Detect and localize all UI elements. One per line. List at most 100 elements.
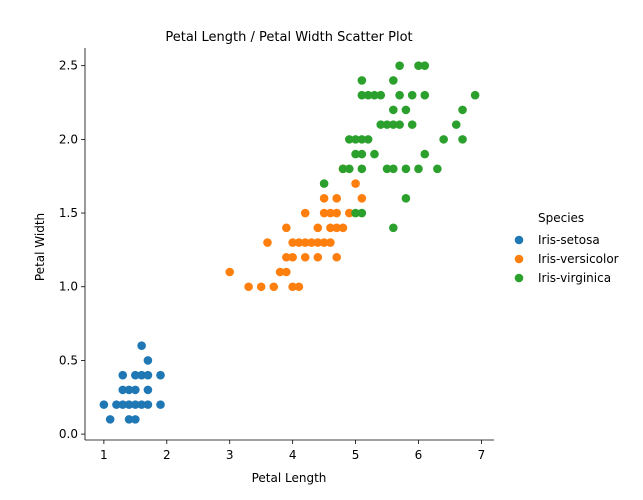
- point-0-10: [131, 400, 140, 409]
- point-0-13: [137, 400, 146, 409]
- point-0-21: [156, 370, 165, 380]
- point-1-30: [332, 194, 341, 203]
- point-1-31: [338, 223, 348, 233]
- point-2-44: [470, 90, 480, 100]
- point-2-11: [357, 90, 367, 100]
- y-tick-label-3: 1.5: [59, 206, 78, 220]
- point-0-16: [143, 400, 153, 409]
- point-0-17: [143, 385, 153, 395]
- x-axis-ticks: 1 2 3 4 5 6 7: [100, 440, 485, 462]
- y-tick-label-5: 2.5: [59, 59, 78, 73]
- point-2-34: [414, 164, 423, 174]
- point-0-5: [118, 370, 128, 380]
- x-tick-label-6: 7: [478, 448, 486, 462]
- point-0-6: [124, 415, 134, 424]
- chart-title: Petal Length / Petal Width Scatter Plot: [165, 30, 412, 45]
- point-2-26: [395, 120, 404, 129]
- point-0-0: [99, 400, 109, 409]
- point-2-21: [389, 223, 398, 233]
- point-2-40: [439, 135, 448, 144]
- point-2-10: [357, 135, 367, 144]
- point-2-25: [389, 76, 398, 85]
- point-2-4: [351, 208, 360, 218]
- point-2-3: [344, 135, 354, 144]
- point-2-37: [420, 90, 430, 100]
- point-1-24: [326, 238, 335, 247]
- point-2-35: [414, 61, 423, 70]
- plot-area: [99, 61, 480, 424]
- x-axis-title: Petal Length: [252, 471, 327, 485]
- point-1-25: [326, 223, 335, 233]
- x-tick-label-5: 6: [415, 448, 423, 462]
- point-1-33: [344, 208, 354, 218]
- point-0-4: [118, 385, 128, 395]
- y-axis-ticks: 0.0 0.5 1.0 1.5 2.0 2.5: [59, 59, 85, 441]
- point-2-22: [389, 164, 398, 174]
- point-1-29: [332, 208, 341, 218]
- point-1-6: [282, 267, 291, 277]
- point-1-4: [269, 282, 279, 292]
- point-1-1: [244, 282, 253, 292]
- point-0-1: [105, 415, 115, 424]
- y-axis-title: Petal Width: [33, 213, 47, 281]
- point-2-42: [458, 135, 467, 144]
- point-2-5: [351, 149, 360, 159]
- point-2-18: [376, 90, 386, 100]
- point-1-21: [319, 238, 329, 247]
- legend-marker-1: [514, 254, 524, 264]
- legend-title: Species: [538, 211, 584, 225]
- point-1-10: [288, 252, 297, 262]
- point-1-17: [307, 238, 316, 247]
- legend-label-1: Iris-versicolor: [538, 252, 619, 266]
- point-1-19: [313, 238, 323, 247]
- point-1-11: [288, 238, 297, 247]
- point-1-34: [351, 179, 360, 188]
- point-1-14: [300, 252, 310, 262]
- point-1-0: [225, 267, 235, 277]
- point-2-24: [389, 105, 398, 115]
- y-tick-label-0: 0.0: [59, 427, 78, 441]
- point-2-43: [458, 105, 467, 115]
- point-1-16: [300, 208, 310, 218]
- point-0-8: [124, 385, 134, 395]
- point-2-28: [395, 61, 404, 70]
- point-1-18: [313, 252, 323, 262]
- point-0-15: [137, 341, 146, 350]
- point-1-12: [294, 282, 304, 292]
- point-0-9: [131, 415, 140, 424]
- point-1-35: [357, 194, 367, 203]
- point-2-8: [357, 164, 367, 174]
- point-2-23: [389, 120, 398, 129]
- point-2-0: [319, 179, 329, 188]
- point-2-39: [433, 164, 442, 174]
- x-tick-label-2: 3: [226, 448, 234, 462]
- point-0-19: [143, 356, 153, 365]
- point-0-18: [143, 370, 153, 380]
- point-2-13: [363, 135, 373, 144]
- point-0-12: [131, 370, 140, 380]
- x-tick-label-3: 4: [289, 448, 297, 462]
- point-1-20: [313, 223, 323, 233]
- point-1-8: [282, 223, 291, 233]
- x-tick-label-0: 1: [100, 448, 108, 462]
- point-1-13: [294, 238, 304, 247]
- point-1-27: [332, 252, 341, 262]
- point-2-15: [370, 149, 379, 159]
- point-2-6: [351, 135, 360, 144]
- point-0-14: [137, 370, 146, 380]
- point-2-29: [401, 194, 411, 203]
- point-1-7: [282, 252, 291, 262]
- point-1-26: [326, 208, 335, 218]
- point-0-7: [124, 400, 134, 409]
- point-2-20: [382, 120, 392, 129]
- point-2-19: [382, 164, 392, 174]
- x-tick-label-1: 2: [163, 448, 171, 462]
- legend-marker-0: [514, 235, 524, 245]
- point-1-28: [332, 223, 341, 233]
- point-1-2: [256, 282, 266, 292]
- legend: Species Iris-setosa Iris-versicolor Iris-v…: [514, 211, 619, 285]
- point-0-3: [118, 400, 128, 409]
- point-2-41: [451, 120, 461, 129]
- point-0-11: [131, 385, 140, 395]
- point-2-9: [357, 149, 367, 159]
